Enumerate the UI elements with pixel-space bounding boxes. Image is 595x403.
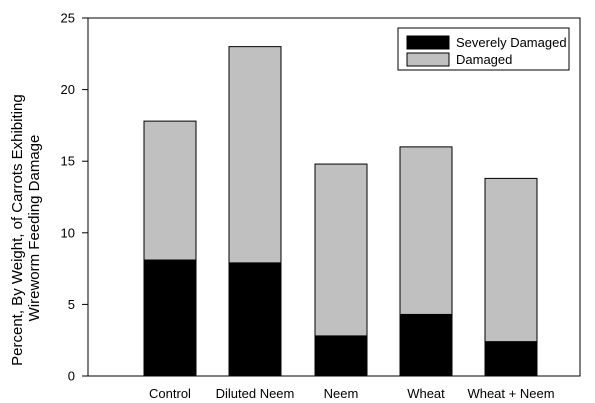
x-category-label-4: Wheat + Neem — [467, 386, 554, 401]
bar-diluted-neem-damaged — [228, 46, 282, 264]
bar-wheat-damaged — [399, 146, 453, 315]
y-tick-label-3: 15 — [61, 154, 75, 169]
x-category-label-0: Control — [149, 386, 191, 401]
x-category-label-3: Wheat — [407, 386, 445, 401]
y-axis-label-line-2: Wireworm Feeding Damage — [26, 135, 43, 322]
y-tick-label-5: 25 — [61, 11, 75, 26]
bar-wheat-severely-damaged — [399, 313, 453, 377]
bar-neem-severely-damaged — [314, 335, 368, 377]
bar-neem-damaged — [314, 163, 368, 337]
x-category-label-1: Diluted Neem — [216, 386, 295, 401]
bar-diluted-neem-severely-damaged — [228, 262, 282, 377]
legend: Severely Damaged Damaged — [397, 27, 570, 71]
bars — [143, 46, 538, 377]
y-axis-label: Percent, By Weight, of Carrots Exhibitin… — [9, 90, 43, 366]
legend-label-severely-damaged: Severely Damaged — [456, 35, 567, 50]
bar-control-severely-damaged — [143, 259, 197, 377]
bar-wheat-neem-severely-damaged — [484, 341, 538, 377]
legend-swatch-damaged — [406, 52, 450, 67]
legend-swatch-severely-damaged — [406, 35, 450, 50]
y-axis: 0 5 10 15 20 25 — [61, 11, 88, 384]
y-tick-label-1: 5 — [68, 297, 75, 312]
legend-label-damaged: Damaged — [456, 52, 512, 67]
y-tick-label-2: 10 — [61, 225, 75, 240]
y-tick-label-0: 0 — [68, 369, 75, 384]
y-axis-label-line-1: Percent, By Weight, of Carrots Exhibitin… — [9, 94, 26, 366]
x-axis: Control Diluted Neem Neem Wheat Wheat + Neem — [149, 386, 555, 401]
y-tick-label-4: 20 — [61, 82, 75, 97]
x-category-label-2: Neem — [324, 386, 359, 401]
bar-wheat-neem-damaged — [484, 177, 538, 343]
bar-control-damaged — [143, 120, 197, 261]
